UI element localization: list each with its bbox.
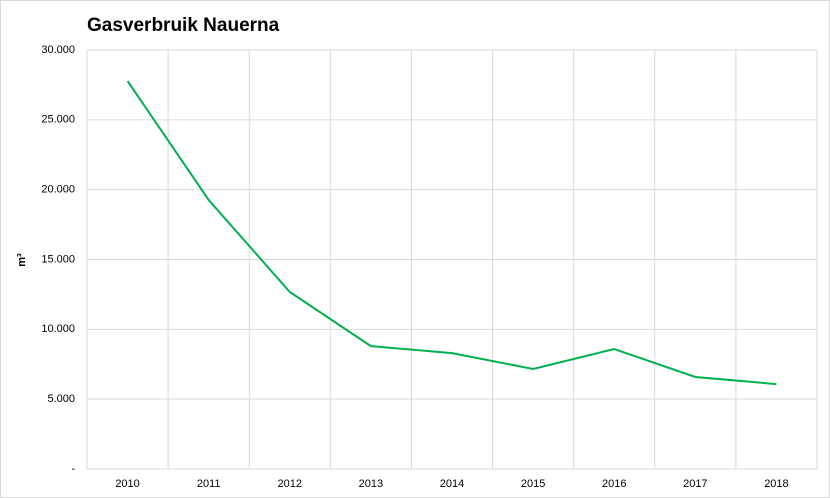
y-tick-label: 10.000 (41, 323, 75, 335)
x-tick-label: 2011 (197, 478, 221, 490)
x-tick-label: 2016 (602, 478, 626, 490)
y-tick-label: 20.000 (41, 184, 75, 196)
y-axis-label: m³ (16, 253, 28, 267)
x-tick-label: 2018 (764, 478, 788, 490)
y-tick-label: 15.000 (41, 253, 75, 265)
x-tick-label: 2015 (521, 478, 545, 490)
y-tick-label: - (71, 463, 75, 475)
x-tick-label: 2010 (115, 478, 139, 490)
chart-title: Gasverbruik Nauerna (87, 15, 280, 36)
x-tick-label: 2013 (359, 478, 383, 490)
y-tick-label: 25.000 (41, 114, 75, 126)
x-tick-label: 2014 (440, 478, 464, 490)
y-tick-label: 5.000 (47, 393, 75, 405)
y-tick-label: 30.000 (41, 44, 75, 56)
x-tick-label: 2017 (683, 478, 707, 490)
x-tick-label: 2012 (278, 478, 302, 490)
line-series (126, 80, 777, 386)
